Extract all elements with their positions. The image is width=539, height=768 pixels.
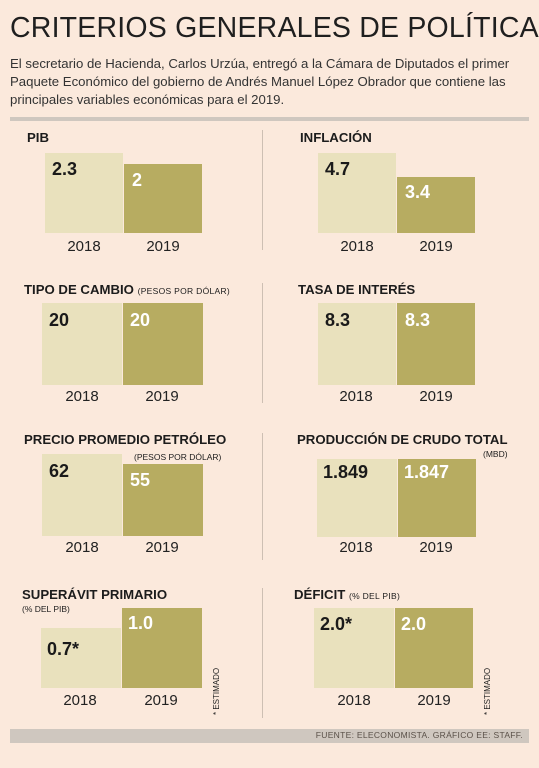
- data-label-2019: 2.0: [401, 614, 427, 634]
- chart-title: TASA DE INTERÉS: [298, 282, 416, 297]
- year-label-2018: 2018: [339, 539, 373, 556]
- footer-bar: FUENTE: ELECONOMISTA. GRÁFICO EE: STAFF.: [10, 729, 529, 743]
- bar-2018: [314, 608, 394, 688]
- chart-unit: (% DEL PIB): [348, 591, 401, 601]
- chart-pib: PIB 2.3 2 2018 2019: [22, 130, 252, 268]
- year-label-2019: 2019: [419, 388, 453, 405]
- chart-inflacion: INFLACIÓN 4.7 3.4 2018 2019: [298, 130, 528, 268]
- year-label-2018: 2018: [339, 388, 373, 405]
- bar-2018: [45, 153, 123, 233]
- year-label-2018: 2018: [63, 692, 97, 709]
- bar-2019: [398, 459, 476, 537]
- data-label-2018: 4.7: [325, 159, 351, 179]
- bar-2019: [395, 608, 473, 688]
- estimate-note: * ESTIMADO: [483, 667, 492, 715]
- chart-title-text: DÉFICIT: [294, 587, 346, 602]
- year-label-2019: 2019: [419, 539, 453, 556]
- data-label-2019: 1.0: [128, 613, 154, 633]
- page-title: CRITERIOS GENERALES DE POLÍTICA:: [10, 12, 539, 44]
- bar-2018: [318, 153, 396, 233]
- bar-2018: [317, 459, 397, 537]
- chart-unit: (PESOS POR DÓLAR): [134, 452, 222, 462]
- bar-2019: [123, 303, 203, 385]
- year-label-2019: 2019: [145, 539, 179, 556]
- bar-2018: [42, 303, 122, 385]
- chart-title: PRECIO PROMEDIO PETRÓLEO: [24, 432, 227, 447]
- data-label-2018: 8.3: [325, 310, 351, 330]
- year-label-2019: 2019: [145, 388, 179, 405]
- chart-title: DÉFICIT (% DEL PIB): [294, 587, 400, 602]
- bar-2019: [397, 303, 475, 385]
- chart-title: PRODUCCIÓN DE CRUDO TOTAL: [297, 432, 508, 447]
- bar-2018: [318, 303, 396, 385]
- bar-2019: [123, 464, 203, 536]
- chart-tasa-de-interes: TASA DE INTERÉS 8.3 8.3 2018 2019: [298, 282, 528, 420]
- chart-title-text: TIPO DE CAMBIO: [24, 282, 134, 297]
- column-divider: [262, 588, 263, 718]
- year-label-2019: 2019: [146, 238, 180, 255]
- data-label-2019: 2: [132, 170, 143, 190]
- chart-title: SUPERÁVIT PRIMARIO: [22, 587, 168, 602]
- chart-title: TIPO DE CAMBIO (PESOS POR DÓLAR): [24, 282, 230, 297]
- column-divider: [262, 283, 263, 403]
- data-label-2019: 55: [130, 470, 151, 490]
- year-label-2019: 2019: [419, 238, 453, 255]
- data-label-2018: 2.0*: [320, 614, 353, 634]
- year-label-2018: 2018: [65, 388, 99, 405]
- data-label-2018: 62: [49, 461, 70, 481]
- data-label-2018: 2.3: [52, 159, 78, 179]
- data-label-2019: 20: [130, 310, 151, 330]
- bar-2019: [124, 164, 202, 233]
- data-label-2019: 8.3: [405, 310, 431, 330]
- data-label-2018: 20: [49, 310, 70, 330]
- year-label-2018: 2018: [340, 238, 374, 255]
- column-divider: [262, 130, 263, 250]
- bar-2018: [42, 454, 122, 536]
- data-label-2019: 1.847: [404, 462, 450, 482]
- chart-unit: (% DEL PIB): [22, 604, 70, 614]
- year-label-2018: 2018: [337, 692, 371, 709]
- data-label-2018: 0.7*: [47, 639, 80, 659]
- year-label-2018: 2018: [67, 238, 101, 255]
- bar-2019: [122, 608, 202, 688]
- chart-title: INFLACIÓN: [300, 130, 372, 145]
- source-credit: FUENTE: ELECONOMISTA. GRÁFICO EE: STAFF.: [315, 730, 523, 740]
- chart-precio-petroleo: PRECIO PROMEDIO PETRÓLEO (PESOS POR DÓLA…: [22, 432, 252, 570]
- bar-2019: [397, 177, 475, 233]
- bar-2018: [41, 628, 121, 688]
- chart-title: PIB: [27, 130, 49, 145]
- year-label-2019: 2019: [417, 692, 451, 709]
- chart-tipo-de-cambio: TIPO DE CAMBIO (PESOS POR DÓLAR) 20 20 2…: [22, 282, 252, 420]
- column-divider: [262, 433, 263, 560]
- chart-produccion-crudo: PRODUCCIÓN DE CRUDO TOTAL (MBD) 1.849 1.…: [297, 432, 527, 570]
- chart-unit: (MBD): [483, 449, 508, 459]
- header-rule: [10, 117, 529, 121]
- chart-superavit-primario: SUPERÁVIT PRIMARIO (% DEL PIB) 0.7* 1.0 …: [22, 587, 252, 722]
- chart-deficit: DÉFICIT (% DEL PIB) 2.0* 2.0 2018 2019 *…: [294, 587, 524, 722]
- year-label-2018: 2018: [65, 539, 99, 556]
- page-subtitle: El secretario de Hacienda, Carlos Urzúa,…: [10, 56, 510, 107]
- estimate-note: * ESTIMADO: [212, 667, 221, 715]
- year-label-2019: 2019: [144, 692, 178, 709]
- chart-unit: (PESOS POR DÓLAR): [137, 286, 231, 296]
- data-label-2019: 3.4: [405, 182, 431, 202]
- data-label-2018: 1.849: [323, 462, 369, 482]
